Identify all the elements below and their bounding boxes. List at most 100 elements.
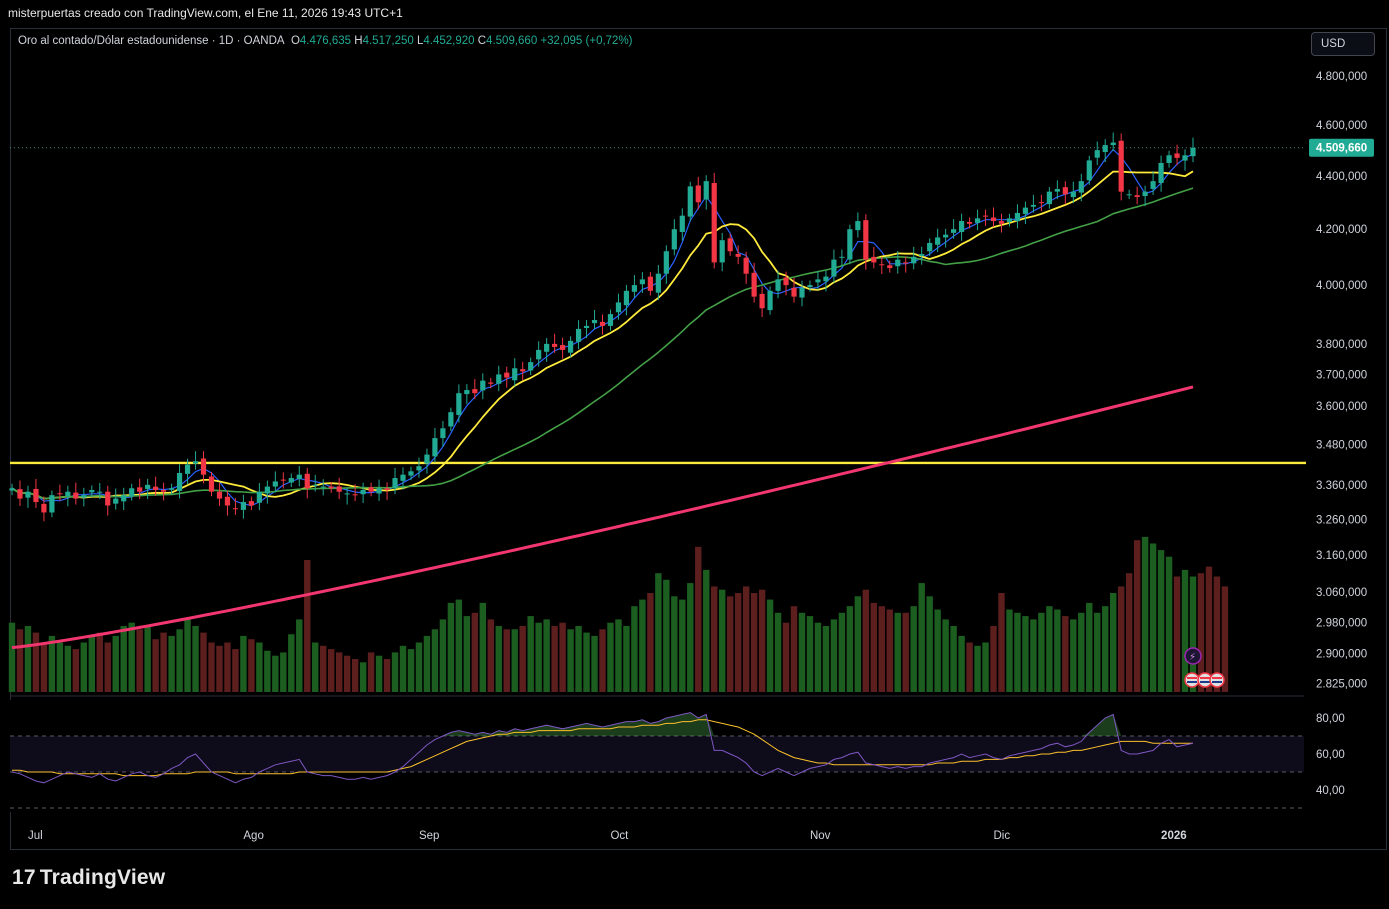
volume-bar <box>926 596 933 692</box>
candle-body <box>871 256 877 263</box>
horizontal-level[interactable] <box>10 147 1306 465</box>
candle-body <box>1094 150 1100 158</box>
high-value: 4.517,250 <box>362 35 414 47</box>
candle-body <box>17 489 23 499</box>
open-value: 4.476,635 <box>299 35 352 47</box>
candle-body <box>1070 191 1076 198</box>
volume-bar <box>718 589 726 692</box>
rsi-overbought-fill <box>12 712 1193 736</box>
candle-body <box>33 488 39 503</box>
candle-body <box>687 186 693 217</box>
candle-body <box>25 491 31 498</box>
volume-bar <box>72 649 80 692</box>
candle-body <box>1190 147 1196 157</box>
volume-bar <box>846 606 854 692</box>
flash-event-icon <box>1184 647 1202 665</box>
volume-bar <box>1054 609 1061 692</box>
candle-body <box>232 508 239 510</box>
volume-bar <box>599 629 606 692</box>
price-tick-label: 3.360,000 <box>1316 480 1367 492</box>
us-flag-stripe-icon <box>1212 677 1222 679</box>
candle-body <box>552 343 558 347</box>
rsi-axis[interactable]: 80,00 60,00 40,00 <box>1316 713 1345 797</box>
time-tick-label: Oct <box>610 830 629 842</box>
volume-bar <box>1038 612 1045 692</box>
volume-bar <box>48 635 56 692</box>
candle-body <box>1014 212 1021 222</box>
candle-body <box>839 256 845 258</box>
volume-bar <box>415 642 423 692</box>
volume-bar <box>359 662 367 692</box>
volume-bar <box>998 593 1005 692</box>
volume-bar <box>655 573 662 692</box>
price-tick-label: 4.000,000 <box>1316 280 1367 292</box>
candle-body <box>137 487 143 492</box>
candle-body <box>216 491 223 499</box>
volume-bar <box>1141 536 1149 692</box>
candle-body <box>168 488 175 490</box>
candle-body <box>360 489 366 495</box>
us-flag-event-icon <box>1209 672 1225 688</box>
volume-bar <box>1125 573 1133 692</box>
volume-bar <box>351 659 359 692</box>
volume-bar <box>543 619 550 692</box>
volume-bar <box>1213 576 1221 692</box>
us-flag-canton-icon <box>1200 681 1210 683</box>
volume-bar <box>280 652 287 692</box>
candle-body <box>1078 181 1084 193</box>
candle-body <box>544 343 550 352</box>
candle-body <box>240 502 247 510</box>
candle-body <box>113 498 119 504</box>
candle-body <box>623 290 630 306</box>
candle-body <box>759 293 765 309</box>
price-axis[interactable]: 4.800,000 4.600,000 4.400,000 4.200,000 4.00… <box>1309 71 1374 691</box>
candle-body <box>153 486 159 490</box>
rsi-line <box>11 712 1194 784</box>
volume-bar <box>910 606 917 692</box>
volume-bar <box>1157 550 1165 692</box>
volume-bar <box>343 655 351 692</box>
volume-bar <box>511 629 518 692</box>
volume-bar <box>1102 606 1109 692</box>
volume-bar <box>40 642 48 692</box>
time-tick-label: Ago <box>243 830 263 842</box>
volume-bar <box>639 599 646 692</box>
currency-button[interactable]: USD <box>1311 32 1375 56</box>
volume-bar <box>327 649 335 692</box>
candle-body <box>1174 153 1180 158</box>
volume-bar <box>240 635 247 692</box>
event-icons[interactable]: ⚡ <box>1184 647 1225 688</box>
volume-bar <box>687 583 694 692</box>
volume-bar <box>296 619 303 692</box>
candle-body <box>560 345 566 350</box>
volume-bar <box>679 599 686 692</box>
candle-body <box>1086 160 1092 181</box>
volume-bar <box>112 635 119 692</box>
brand-name: TradingView <box>39 866 166 889</box>
volume-bar <box>503 629 510 692</box>
candle-body <box>41 503 47 513</box>
candle-body <box>408 471 414 476</box>
candle-body <box>951 229 957 233</box>
volume-bar <box>703 569 710 692</box>
candle-body <box>400 474 406 481</box>
candle-body <box>145 484 151 489</box>
volume-bar <box>367 652 375 692</box>
volume-bar <box>1014 612 1021 692</box>
ma-slow-line <box>11 187 1194 500</box>
volume-bar <box>583 632 590 692</box>
candle-body <box>536 349 542 360</box>
volume-bar <box>1205 566 1213 692</box>
volume-bar <box>312 642 319 692</box>
volume-bar <box>375 655 383 692</box>
ma-long-line <box>11 385 1194 650</box>
volume-bar <box>136 629 143 692</box>
volume-bar <box>862 589 870 692</box>
price-tick-label: 3.260,000 <box>1316 514 1367 526</box>
volume-bar <box>591 635 598 692</box>
volume-bar <box>551 626 558 692</box>
volume-bar <box>734 593 742 692</box>
volume-bar <box>431 629 439 692</box>
time-axis[interactable]: Jul Ago Sep Oct Nov Dic 2026 <box>28 830 1187 842</box>
